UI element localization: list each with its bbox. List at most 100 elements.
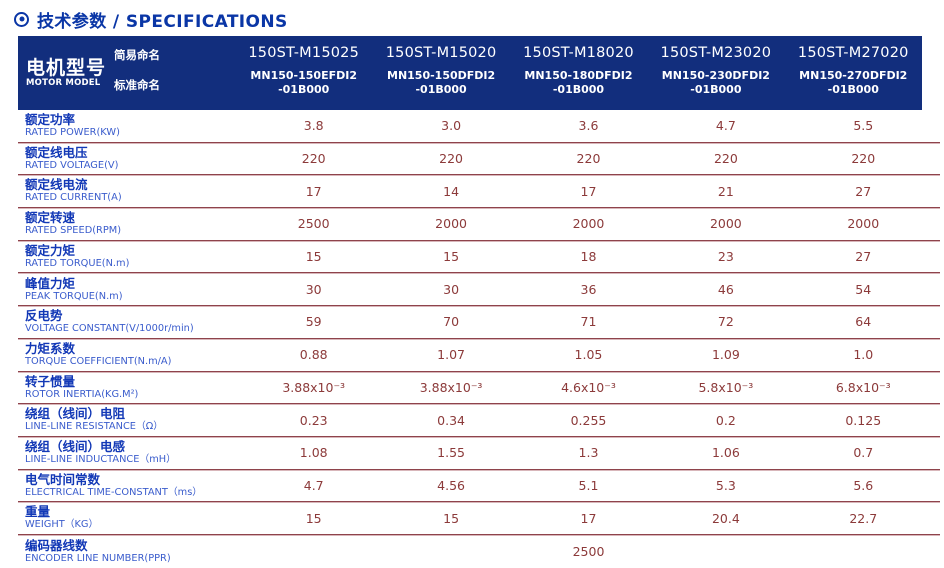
spec-value: 18	[580, 249, 597, 265]
spec-value: 3.88x10⁻³	[282, 379, 346, 395]
spec-label-en: VOLTAGE CONSTANT(V/1000r/min)	[25, 323, 194, 335]
spec-label-cn: 转子惯量	[25, 373, 76, 389]
table-body: 额定功率 RATED POWER(KW) 3.8 3.0 3.6 4.7 5.5 额定线电压 R…	[18, 110, 940, 568]
spec-value: 27	[855, 249, 872, 265]
spec-label-en: ENCODER LINE NUMBER(PPR)	[25, 552, 171, 564]
spec-value: 5.5	[853, 118, 874, 134]
spec-value-cells: 3.8 3.0 3.6 4.7 5.5	[245, 118, 940, 133]
motor-model-label-en: MOTOR MODEL	[26, 78, 101, 89]
table-row: 编码器线数 ENCODER LINE NUMBER(PPR) 2500	[18, 535, 940, 568]
model-simple-name: 150ST-M15020	[385, 45, 497, 61]
spec-value: 220	[576, 151, 601, 167]
spec-value: 1.09	[711, 347, 740, 363]
spec-value: 17	[580, 183, 597, 199]
spec-value-cells: 15 15 17 20.4 22.7	[245, 511, 940, 526]
spec-value: 3.8	[303, 118, 324, 134]
spec-value: 54	[855, 281, 872, 297]
circle-dot-icon	[14, 11, 29, 27]
spec-value-cells: 0.88 1.07 1.05 1.09 1.0	[245, 347, 940, 362]
spec-value: 2000	[572, 216, 605, 232]
spec-value: 5.1	[578, 477, 599, 493]
page-title: 技术参数 / SPECIFICATIONS	[0, 0, 944, 36]
spec-label-en: WEIGHT（KG）	[25, 519, 99, 531]
table-row: 反电势 VOLTAGE CONSTANT(V/1000r/min) 59 70 71 72…	[18, 306, 940, 339]
spec-label-cell: 编码器线数 ENCODER LINE NUMBER(PPR)	[18, 538, 245, 565]
model-column: 150ST-M27020 MN150-270DFDI2 -01B000	[785, 36, 922, 110]
spec-label-en: ROTOR INERTIA(KG.M²)	[25, 388, 139, 400]
spec-label-en: LINE-LINE INDUCTANCE（mH）	[25, 453, 176, 465]
spec-value: 64	[855, 314, 872, 330]
spec-value: 5.8x10⁻³	[698, 379, 754, 395]
model-simple-name: 150ST-M23020	[660, 45, 772, 61]
spec-value: 2500	[297, 216, 330, 232]
table-header: 电机型号 MOTOR MODEL 简易命名 标准命名 150ST-M15025 M…	[18, 36, 922, 110]
spec-label-cell: 额定线电流 RATED CURRENT(A)	[18, 178, 245, 204]
specifications-table: 电机型号 MOTOR MODEL 简易命名 标准命名 150ST-M15025 M…	[18, 36, 940, 568]
spec-label-cn: 绕组（线间）电感	[25, 438, 126, 454]
spec-value-cells: 220 220 220 220 220	[245, 151, 940, 166]
spec-label-cn: 额定力矩	[25, 242, 76, 258]
spec-label-en: LINE-LINE RESISTANCE（Ω）	[25, 421, 164, 433]
table-row: 转子惯量 ROTOR INERTIA(KG.M²) 3.88x10⁻³ 3.88x10…	[18, 372, 940, 405]
spec-value: 5.3	[715, 477, 736, 493]
spec-label-cell: 反电势 VOLTAGE CONSTANT(V/1000r/min)	[18, 309, 245, 335]
spec-label-cell: 重量 WEIGHT（KG）	[18, 505, 245, 531]
spec-value: 17	[580, 510, 597, 526]
spec-value: 0.255	[570, 412, 607, 428]
spec-label-cn: 电气时间常数	[25, 471, 101, 487]
spec-label-cn: 力矩系数	[25, 340, 76, 356]
spec-label-cell: 额定功率 RATED POWER(KW)	[18, 113, 245, 139]
model-column: 150ST-M15025 MN150-150EFDI2 -01B000	[235, 36, 372, 110]
spec-value: 17	[305, 183, 322, 199]
spec-value: 2000	[847, 216, 880, 232]
spec-value-spanned: 2500	[572, 543, 605, 559]
table-row: 额定线电压 RATED VOLTAGE(V) 220 220 220 220 220	[18, 143, 940, 176]
spec-value: 0.125	[845, 412, 882, 428]
spec-value-cells: 0.23 0.34 0.255 0.2 0.125	[245, 413, 940, 428]
spec-label-cell: 额定转速 RATED SPEED(RPM)	[18, 211, 245, 237]
spec-value: 4.7	[303, 477, 324, 493]
spec-value: 3.6	[578, 118, 599, 134]
spec-label-en: RATED POWER(KW)	[25, 127, 120, 139]
table-row: 额定转速 RATED SPEED(RPM) 2500 2000 2000 2000 2000	[18, 208, 940, 241]
spec-label-cn: 额定线电流	[25, 177, 88, 193]
spec-label-cn: 额定线电压	[25, 144, 88, 160]
spec-label-cell: 绕组（线间）电阻 LINE-LINE RESISTANCE（Ω）	[18, 407, 245, 433]
spec-value: 220	[301, 151, 326, 167]
spec-label-cell: 电气时间常数 ELECTRICAL TIME-CONSTANT（ms）	[18, 471, 245, 499]
motor-model-label-cn: 电机型号	[26, 56, 107, 79]
table-row: 额定线电流 RATED CURRENT(A) 17 14 17 21 27	[18, 175, 940, 209]
spec-value: 0.7	[853, 445, 874, 461]
spec-value: 71	[580, 314, 597, 330]
spec-value-cells: 4.7 4.56 5.1 5.3 5.6	[245, 478, 940, 493]
simple-naming-label: 简易命名	[114, 48, 160, 62]
spec-value: 30	[305, 281, 322, 297]
spec-value: 1.08	[299, 445, 328, 461]
spec-value: 1.55	[437, 445, 465, 461]
spec-value-cells: 59 70 71 72 64	[245, 314, 940, 329]
standard-naming-label: 标准命名	[114, 78, 160, 92]
spec-label-cn: 额定转速	[25, 210, 76, 226]
spec-value-cells: 15 15 18 23 27	[245, 249, 940, 264]
spec-value: 30	[443, 281, 460, 297]
model-simple-name: 150ST-M15025	[248, 45, 360, 61]
spec-value: 36	[580, 281, 597, 297]
spec-label-cn: 重量	[25, 504, 51, 520]
model-column: 150ST-M15020 MN150-150DFDI2 -01B000	[372, 36, 509, 110]
spec-value: 20.4	[711, 510, 740, 526]
spec-value: 46	[717, 281, 734, 297]
spec-value-cells: 2500 2000 2000 2000 2000	[245, 216, 940, 231]
spec-value: 220	[851, 151, 876, 167]
spec-label-en: RATED CURRENT(A)	[25, 192, 122, 204]
spec-value: 1.07	[437, 347, 465, 363]
spec-value: 22.7	[849, 510, 878, 526]
spec-value: 1.3	[578, 445, 599, 461]
model-column: 150ST-M23020 MN150-230DFDI2 -01B000	[647, 36, 784, 110]
spec-label-en: RATED VOLTAGE(V)	[25, 159, 119, 171]
table-row: 峰值力矩 PEAK TORQUE(N.m) 30 30 36 46 54	[18, 273, 940, 307]
spec-value: 3.0	[441, 118, 462, 134]
model-standard-name: MN150-180DFDI2 -01B000	[524, 69, 633, 96]
spec-label-cell: 力矩系数 TORQUE COEFFICIENT(N.m/A)	[18, 340, 245, 368]
spec-label-en: TORQUE COEFFICIENT(N.m/A)	[25, 355, 172, 367]
spec-value: 15	[443, 249, 460, 265]
